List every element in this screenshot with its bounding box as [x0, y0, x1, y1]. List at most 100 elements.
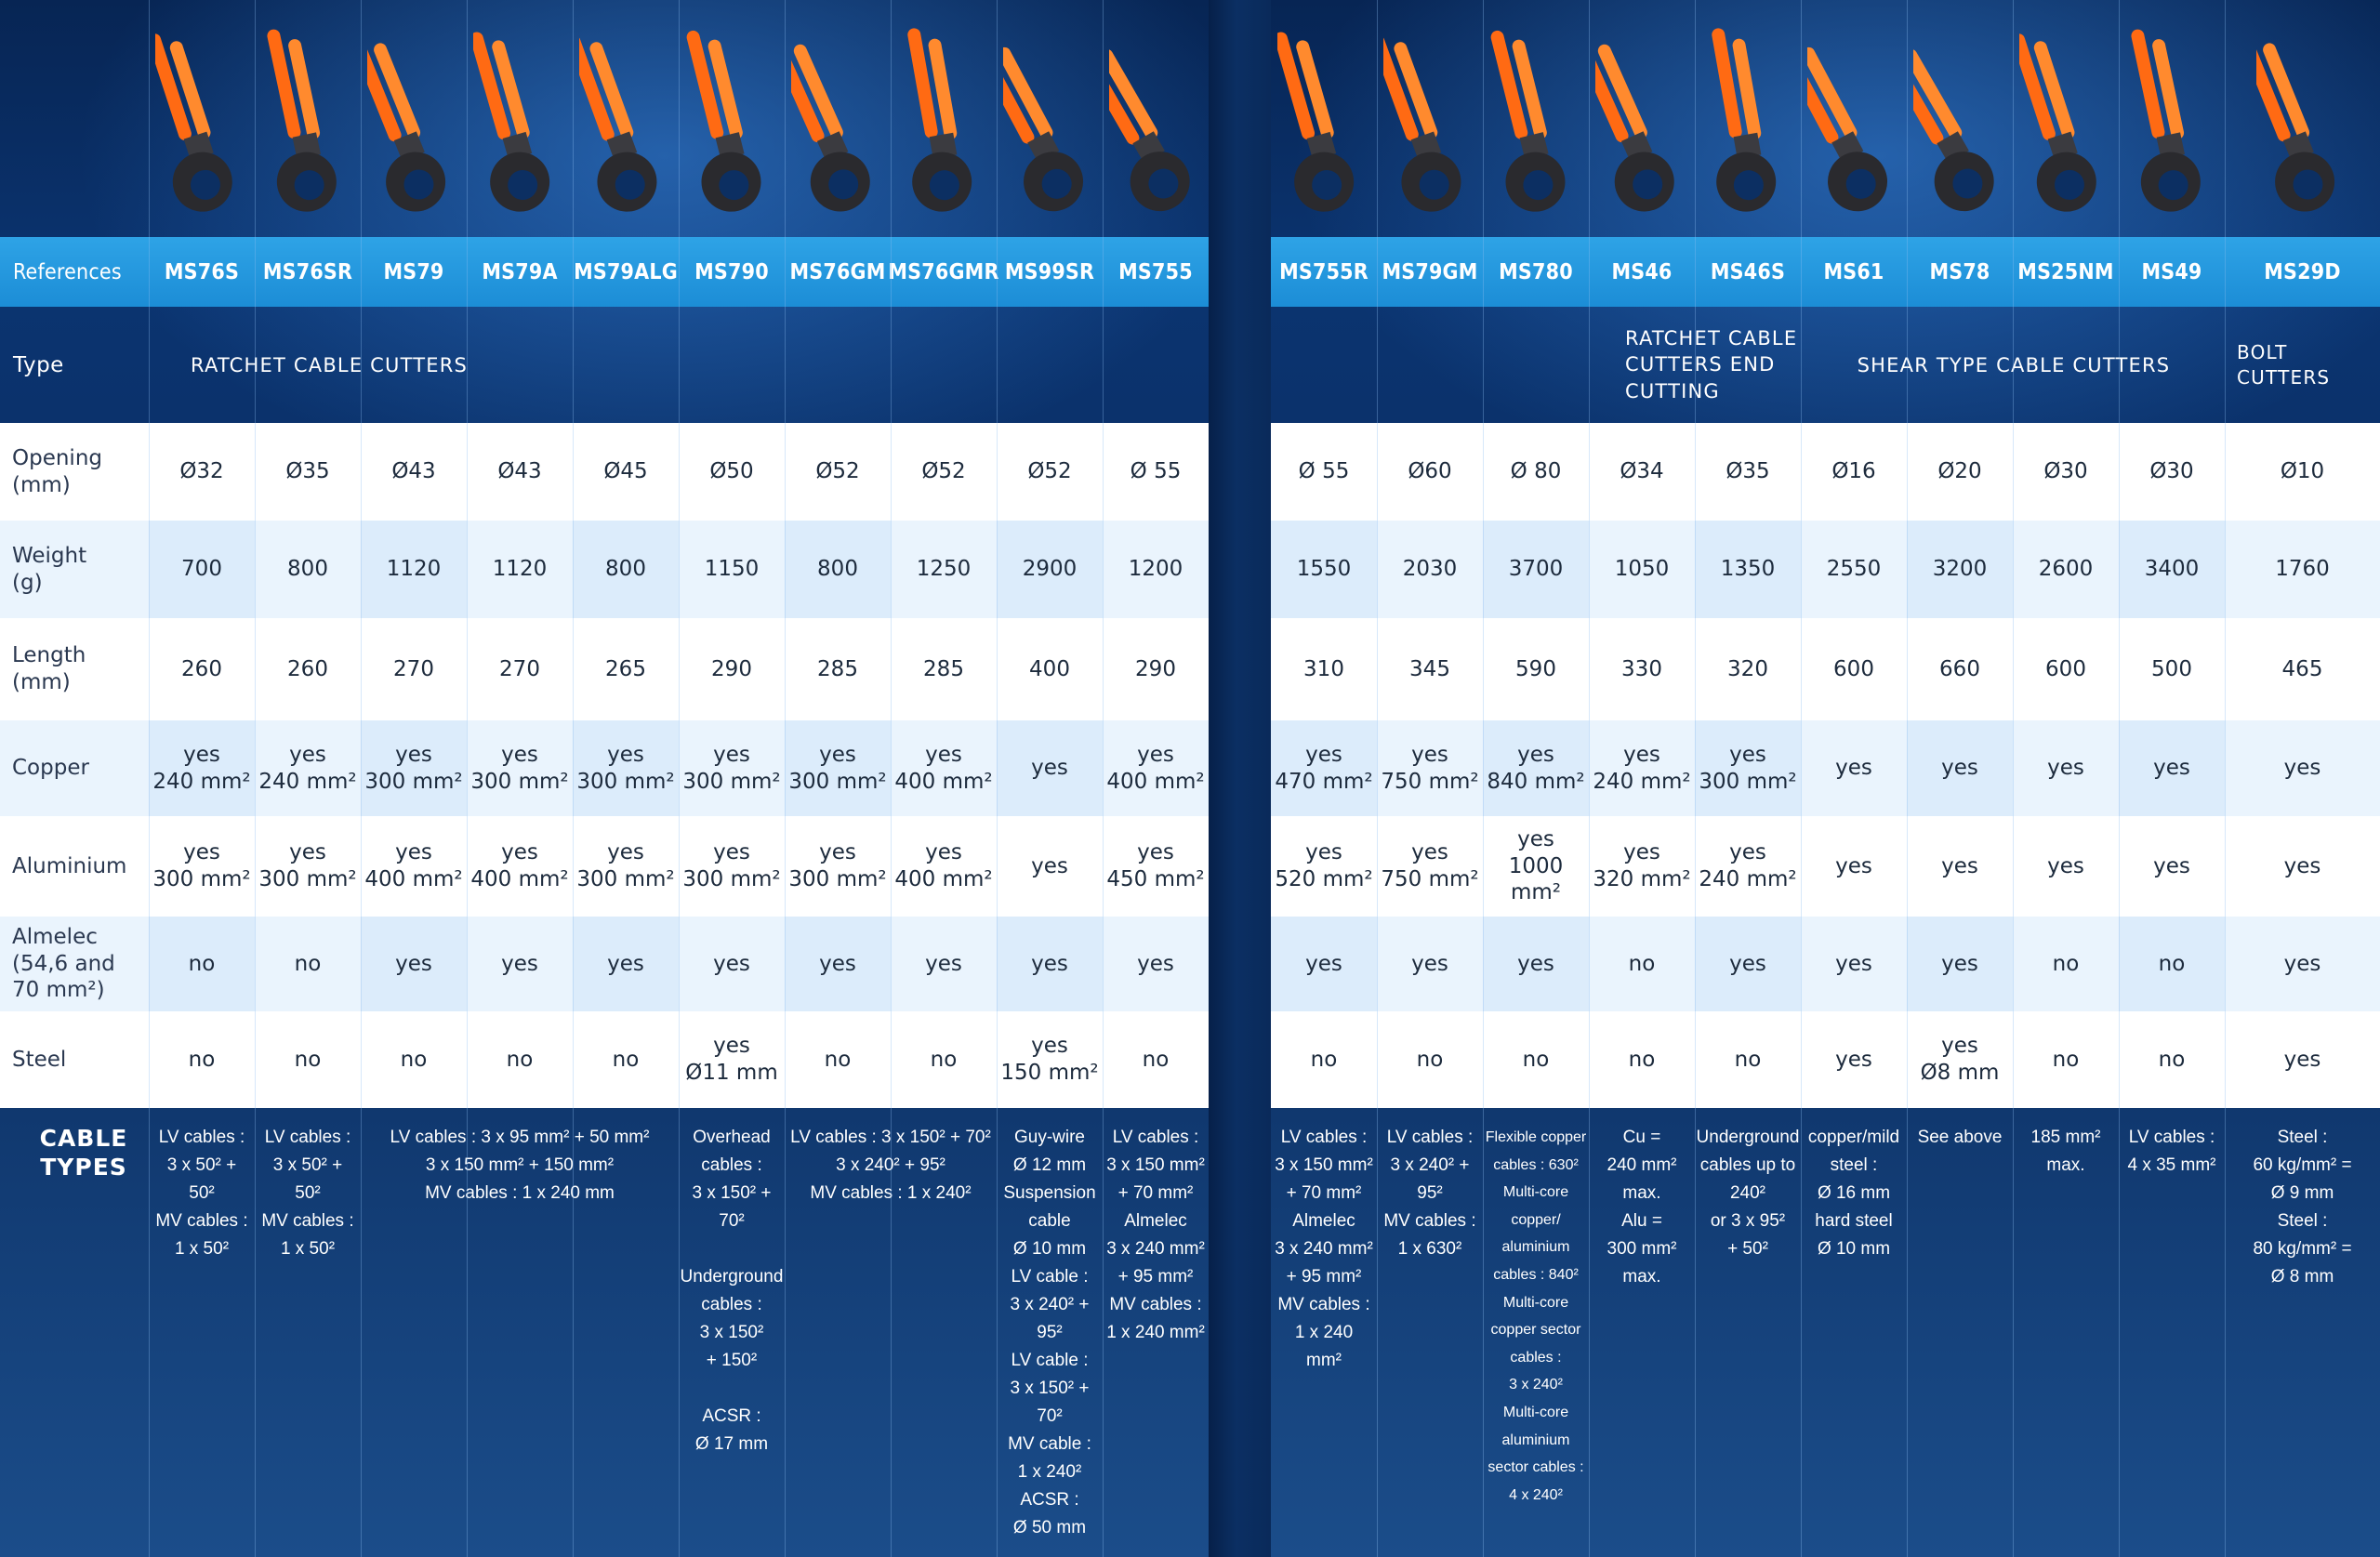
steel-value-ms76sr: no: [255, 1011, 361, 1108]
row-label-almelec: Almelec (54,6 and 70 mm²): [0, 917, 149, 1011]
column-divider: [149, 0, 150, 1557]
almelec-value-ms76s: no: [149, 917, 255, 1011]
aluminium-value-ms78: yes: [1907, 816, 2013, 917]
length-value-ms79alg: 265: [573, 618, 679, 720]
length-value-ms46s: 320: [1695, 618, 1801, 720]
column-divider: [361, 0, 362, 1557]
opening-value-ms790: Ø50: [679, 423, 785, 521]
cable-types-ms78: See above: [1917, 1128, 2003, 1147]
copper-value-ms29d: yes: [2225, 720, 2380, 816]
row-label-length: Length (mm): [0, 618, 149, 720]
reference-ms78: MS78: [1929, 259, 1990, 284]
copper-value-ms790: yes 300 mm²: [679, 720, 785, 816]
weight-value-ms79: 1120: [361, 521, 467, 618]
cable-types-ms46: Cu = 240 mm² max. Alu = 300 mm² max.: [1606, 1128, 1677, 1287]
cable-types-ms49: LV cables :4 x 35 mm²: [2127, 1128, 2216, 1176]
steel-value-ms99sr: yes 150 mm²: [997, 1011, 1103, 1108]
column-divider: [1589, 0, 1590, 1557]
copper-value-ms76gm: yes 300 mm²: [785, 720, 891, 816]
aluminium-value-ms29d: yes: [2225, 816, 2380, 917]
tool-image-ms76gmr: [897, 16, 990, 230]
length-value-ms78: 660: [1907, 618, 2013, 720]
aluminium-value-ms49: yes: [2119, 816, 2225, 917]
opening-value-ms780: Ø 80: [1483, 423, 1589, 521]
copper-value-ms78: yes: [1907, 720, 2013, 816]
length-value-ms25nm: 600: [2013, 618, 2119, 720]
type-ratchet-cable-cutters: RATCHET CABLE CUTTERS: [191, 353, 469, 376]
weight-value-ms76s: 700: [149, 521, 255, 618]
steel-value-ms76gmr: no: [891, 1011, 997, 1108]
length-value-ms29d: 465: [2225, 618, 2380, 720]
almelec-value-ms61: yes: [1801, 917, 1907, 1011]
cable-types-ms755: LV cables :3 x 150 mm² + 70 mm² Almelec 3 x…: [1106, 1128, 1205, 1343]
left-row-steel: Steel no no no no no yes Ø11 mm no no yes 150 mm² no: [0, 1011, 1209, 1108]
tool-image-ms755r: [1274, 16, 1370, 230]
right-row-almelec: yes yes yes no yes yes yes no no yes: [1271, 917, 2380, 1011]
reference-ms99sr: MS99SR: [1004, 259, 1095, 284]
opening-value-ms79gm: Ø60: [1377, 423, 1483, 521]
aluminium-value-ms46: yes 320 mm²: [1589, 816, 1695, 917]
length-value-ms49: 500: [2119, 618, 2225, 720]
column-divider: [1907, 0, 1908, 1557]
aluminium-value-ms755r: yes 520 mm²: [1271, 816, 1377, 917]
column-divider: [1377, 0, 1378, 1557]
weight-value-ms79a: 1120: [467, 521, 573, 618]
aluminium-value-ms99sr: yes: [997, 816, 1103, 917]
left-row-almelec: Almelec (54,6 and 70 mm²) no no yes yes yes ye…: [0, 917, 1209, 1011]
length-value-ms61: 600: [1801, 618, 1907, 720]
type-bolt-cutters: BOLT CUTTERS: [2237, 340, 2331, 389]
steel-value-ms76gm: no: [785, 1011, 891, 1108]
opening-value-ms61: Ø16: [1801, 423, 1907, 521]
tool-image-ms78: [1881, 16, 2006, 230]
cable-types-ms46s: Underground cables up to 240² or 3 x 95² + 5…: [1696, 1128, 1800, 1260]
aluminium-value-ms46s: yes 240 mm²: [1695, 816, 1801, 917]
opening-value-ms755r: Ø 55: [1271, 423, 1377, 521]
length-value-ms780: 590: [1483, 618, 1589, 720]
reference-ms76gmr: MS76GMR: [888, 259, 999, 284]
reference-ms29d: MS29D: [2264, 259, 2341, 284]
copper-value-ms79gm: yes 750 mm²: [1377, 720, 1483, 816]
column-divider: [2225, 0, 2226, 1557]
tool-image-ms755: [1077, 16, 1202, 230]
weight-value-ms78: 3200: [1907, 521, 2013, 618]
weight-value-ms25nm: 2600: [2013, 521, 2119, 618]
row-label-aluminium: Aluminium: [0, 816, 149, 917]
cable-types-ms780: Flexible copper cables : 630² Multi-core co…: [1485, 1129, 1587, 1503]
weight-value-ms29d: 1760: [2225, 521, 2380, 618]
copper-value-ms49: yes: [2119, 720, 2225, 816]
copper-value-ms99sr: yes: [997, 720, 1103, 816]
aluminium-value-ms79: yes 400 mm²: [361, 816, 467, 917]
steel-value-ms76s: no: [149, 1011, 255, 1108]
left-row-length: Length (mm) 260 260 270 270 265 290 285 285 400 29…: [0, 618, 1209, 720]
tool-image-ms79gm: [1371, 16, 1476, 230]
copper-value-ms76sr: yes 240 mm²: [255, 720, 361, 816]
steel-value-ms755: no: [1103, 1011, 1209, 1108]
aluminium-value-ms76gm: yes 300 mm²: [785, 816, 891, 917]
steel-value-ms46: no: [1589, 1011, 1695, 1108]
copper-value-ms780: yes 840 mm²: [1483, 720, 1589, 816]
opening-value-ms46s: Ø35: [1695, 423, 1801, 521]
aluminium-value-ms79a: yes 400 mm²: [467, 816, 573, 917]
reference-ms25nm: MS25NM: [2017, 259, 2114, 284]
weight-value-ms755: 1200: [1103, 521, 1209, 618]
right-tool-images: [1271, 0, 2380, 237]
tool-image-ms79: [350, 16, 460, 230]
almelec-value-ms755: yes: [1103, 917, 1209, 1011]
aluminium-value-ms76s: yes 300 mm²: [149, 816, 255, 917]
left-cable-types-row: CABLE TYPES LV cables :3 x 50² +50² MV ca…: [0, 1108, 1209, 1557]
tool-image-ms780: [1489, 16, 1582, 230]
copper-value-ms61: yes: [1801, 720, 1907, 816]
left-type-row: Type RATCHET CABLE CUTTERS: [0, 307, 1209, 423]
cable-types-ms755r: LV cables :3 x 150 mm² + 70 mm² Almelec 3 x…: [1275, 1128, 1373, 1371]
copper-value-ms76gmr: yes 400 mm²: [891, 720, 997, 816]
right-row-copper: yes 470 mm² yes 750 mm² yes 840 mm² yes 240 mm²…: [1271, 720, 2380, 816]
aluminium-value-ms780: yes 1000 mm²: [1483, 816, 1589, 917]
reference-ms49: MS49: [2141, 259, 2202, 284]
cable-types-ms79gm: LV cables :3 x 240² +95² MV cables :1 x 6…: [1383, 1128, 1476, 1260]
row-label-opening: Opening (mm): [0, 423, 149, 521]
left-row-copper: Copper yes 240 mm² yes 240 mm² yes 300 mm² yes 3…: [0, 720, 1209, 816]
left-spec-panel: References MS76S MS76SR MS79 MS79A MS79ALG MS…: [0, 0, 1209, 1557]
weight-value-ms46: 1050: [1589, 521, 1695, 618]
right-row-aluminium: yes 520 mm² yes 750 mm² yes 1000 mm² yes 320 mm…: [1271, 816, 2380, 917]
almelec-value-ms79gm: yes: [1377, 917, 1483, 1011]
